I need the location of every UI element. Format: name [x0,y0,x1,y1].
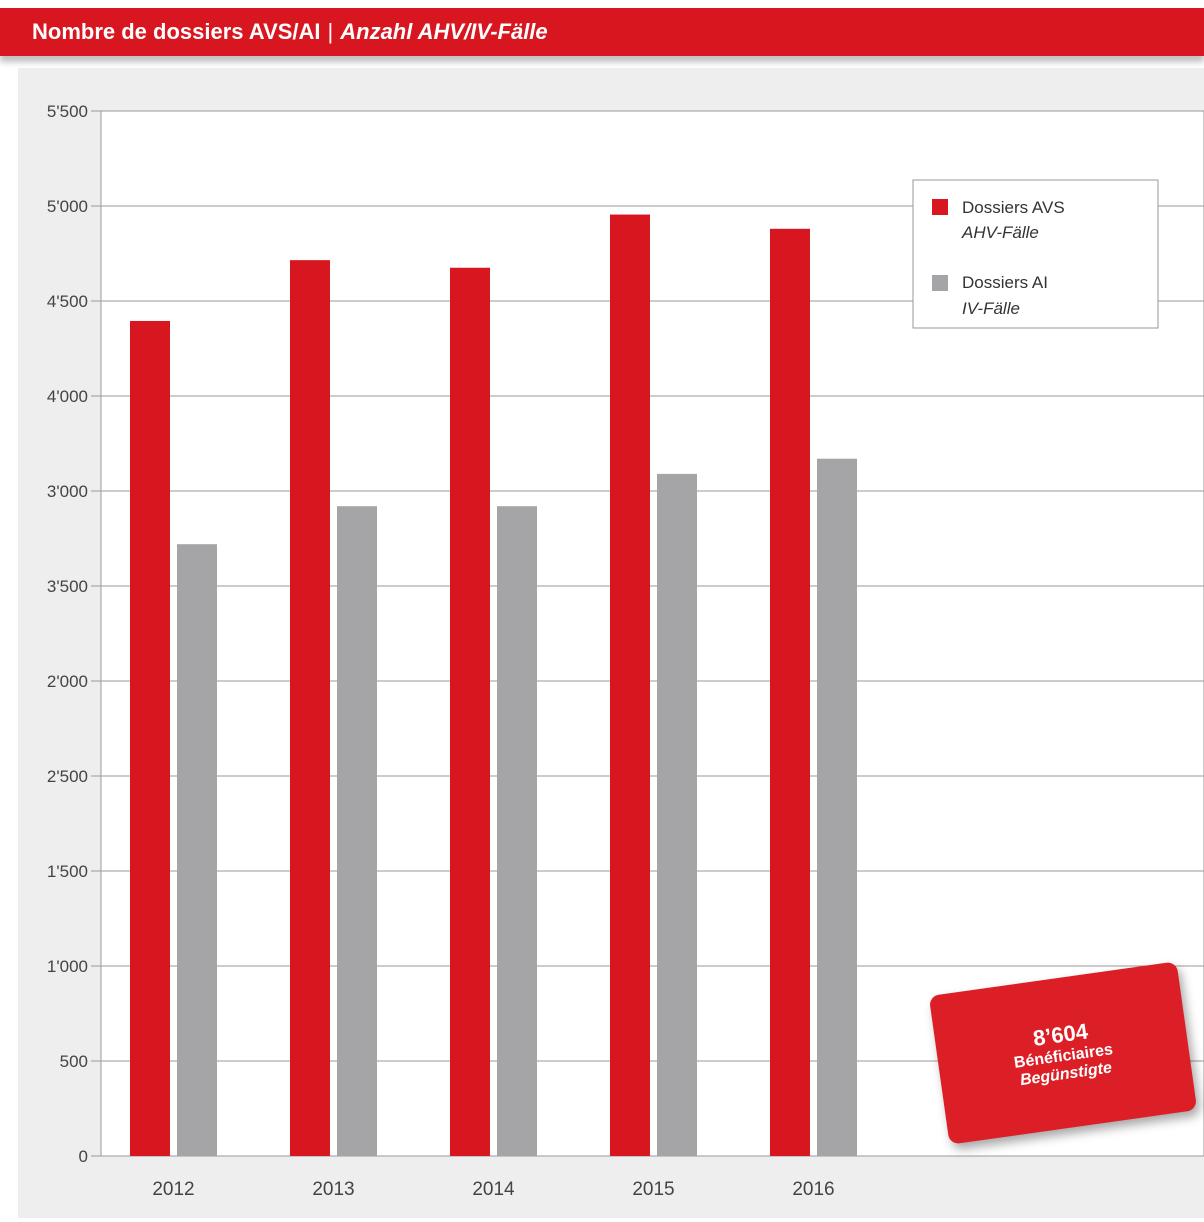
y-tick-label: 5'000 [47,197,88,216]
chart-title-bar: Nombre de dossiers AVS/AI | Anzahl AHV/I… [0,8,1204,56]
x-tick-label: 2013 [312,1179,354,1200]
legend-label-ahv: AHV-Fälle [961,223,1039,242]
y-tick-label: 500 [60,1052,88,1071]
legend: Dossiers AVS AHV-Fälle Dossiers AI IV-Fä… [912,179,1159,329]
bar-ai-2013 [337,506,377,1156]
y-tick-label: 0 [79,1147,88,1166]
x-tick-label: 2014 [472,1179,515,1200]
bar-avs-2014 [450,267,490,1156]
legend-label-avs: Dossiers AVS [962,198,1065,217]
title-separator: | [327,19,334,44]
y-tick-label: 5'500 [47,102,88,121]
y-tick-label: 3'500 [47,577,88,596]
bar-ai-2014 [497,506,537,1156]
y-tick-label: 1'500 [47,862,88,881]
bar-avs-2013 [290,260,330,1156]
bars [130,214,857,1157]
bar-avs-2016 [770,228,810,1157]
y-tick-label: 4'000 [47,387,88,406]
y-tick-label: 2'500 [47,767,88,786]
bar-avs-2015 [610,214,650,1157]
x-tick-label: 2012 [152,1179,194,1200]
y-axis-ticks: 0 500 1'000 1'500 2'500 2'000 3'500 3'000 4'000 4… [47,102,101,1166]
title-german: Anzahl AHV/IV-Fälle [340,19,548,44]
bar-ai-2016 [817,458,857,1156]
legend-swatch-ai [932,275,948,291]
x-tick-label: 2015 [632,1179,674,1200]
x-axis-ticks: 2012 2013 2014 2015 2016 [152,1179,834,1200]
y-tick-label: 1'000 [47,957,88,976]
x-tick-label: 2016 [792,1179,834,1200]
bar-ai-2012 [177,544,217,1156]
legend-box [912,179,1159,329]
bar-avs-2012 [130,320,170,1156]
legend-label-iv: IV-Fälle [962,299,1020,318]
y-tick-label: 4'500 [47,292,88,311]
legend-label-ai: Dossiers AI [962,273,1048,292]
bar-ai-2015 [657,473,697,1156]
legend-swatch-avs [932,199,948,215]
title-french: Nombre de dossiers AVS/AI [32,19,321,44]
y-tick-label: 3'000 [47,482,88,501]
y-tick-label: 2'000 [47,672,88,691]
